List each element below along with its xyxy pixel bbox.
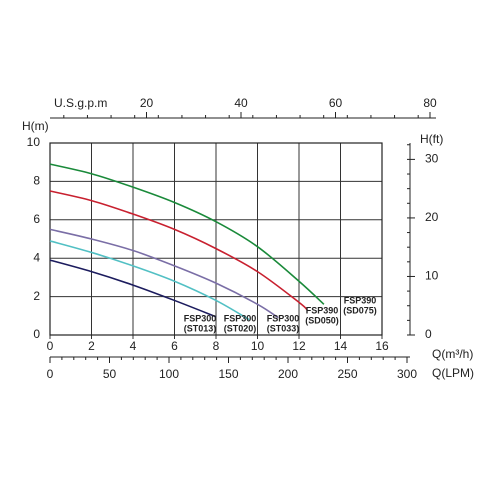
x-tick-label: 0 [47, 339, 54, 353]
lpm-tick-label: 50 [103, 367, 117, 381]
x-tick-label: 2 [88, 339, 95, 353]
top-axis-label: U.S.g.p.m [54, 96, 107, 110]
curve-label: FSP390 [344, 295, 377, 305]
x-tick-label: 10 [251, 339, 265, 353]
y-tick-label: 4 [33, 250, 40, 264]
curve-label: FSP300 [267, 313, 300, 323]
x-tick-label: 8 [213, 339, 220, 353]
y2-tick-label: 0 [425, 327, 432, 341]
y-tick-label: 10 [27, 135, 41, 149]
top-tick-label: 20 [140, 96, 154, 110]
curve [49, 163, 325, 305]
lpm-tick-label: 250 [337, 367, 357, 381]
curve-label-code: (SD075) [343, 305, 377, 315]
curve [49, 259, 217, 318]
curve-label: FSP390 [306, 305, 339, 315]
curve-label-code: (SD050) [305, 315, 339, 325]
top-tick-label: 60 [329, 96, 343, 110]
curve [49, 228, 279, 319]
x-tick-label: 4 [130, 339, 137, 353]
curve-label-code: (ST033) [267, 323, 300, 333]
curve [49, 190, 308, 311]
x-tick-label: 14 [334, 339, 348, 353]
curve-label-code: (ST020) [224, 323, 257, 333]
y-tick-label: 0 [33, 327, 40, 341]
lpm-tick-label: 0 [47, 367, 54, 381]
x-tick-label: 12 [292, 339, 306, 353]
curve-label: FSP300 [224, 313, 257, 323]
top-tick-label: 40 [234, 96, 248, 110]
y-tick-label: 6 [33, 212, 40, 226]
x-tick-label: 6 [171, 339, 178, 353]
x-axis-label: Q(m³/h) [432, 347, 473, 361]
y2-tick-label: 20 [425, 210, 439, 224]
lpm-axis-label: Q(LPM) [432, 366, 474, 380]
lpm-tick-label: 200 [278, 367, 298, 381]
x-tick-label: 16 [375, 339, 389, 353]
top-tick-label: 80 [423, 96, 437, 110]
y2-tick-label: 30 [425, 152, 439, 166]
curve-label: FSP300 [184, 313, 217, 323]
lpm-tick-label: 300 [397, 367, 417, 381]
curve-label-code: (ST013) [184, 323, 217, 333]
lpm-tick-label: 100 [159, 367, 179, 381]
curve [49, 240, 250, 321]
lpm-tick-label: 150 [218, 367, 238, 381]
y2-axis-label: H(ft) [420, 132, 443, 146]
y-tick-label: 8 [33, 174, 40, 188]
plot-frame [49, 142, 383, 336]
y-tick-label: 2 [33, 289, 40, 303]
y-axis-label: H(m) [22, 119, 49, 133]
y2-tick-label: 10 [425, 269, 439, 283]
